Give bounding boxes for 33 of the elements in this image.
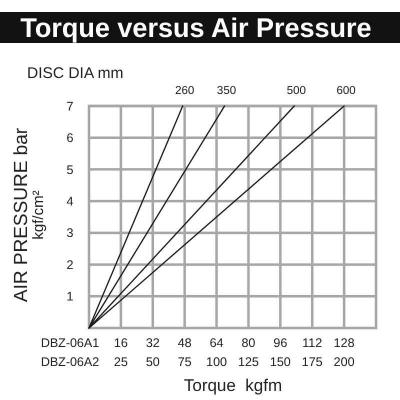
x2-tick-label: 75 [178, 355, 192, 369]
text: DBZ-06A2 [40, 355, 100, 369]
chart-title: Torque versus Air Pressure [20, 13, 372, 43]
text: DBZ-06A1 [40, 336, 100, 350]
series-label: 500 [286, 85, 306, 97]
series-label: 260 [175, 85, 194, 97]
x-tick-label: 128 [334, 336, 355, 350]
x-axis-title: Torque kgfm [184, 376, 282, 395]
x-tick-label: 16 [114, 336, 128, 350]
y-tick-label: 7 [66, 99, 74, 114]
y-tick-label: 5 [66, 162, 74, 177]
series-label: 350 [216, 85, 236, 97]
x-tick-label: 112 [302, 336, 322, 350]
x2-tick-label: 175 [302, 355, 323, 369]
y-tick-label: 2 [66, 258, 74, 272]
x2-tick-label: 25 [114, 355, 128, 369]
x-tick-label: 48 [178, 336, 192, 350]
x2-tick-label: 125 [238, 355, 259, 369]
x2-tick-label: 150 [270, 355, 291, 369]
y-tick-label: 3 [66, 226, 74, 240]
y-tick-label: 4 [66, 194, 74, 209]
x-tick-label: 96 [273, 336, 288, 350]
series-label: 600 [336, 85, 356, 97]
text: DISC DIA mm [27, 65, 124, 82]
y-tick-label: 1 [66, 290, 74, 304]
x2-tick-label: 200 [334, 355, 355, 369]
y-axis-title: AIR PRESSURE bar kgf/cm² [11, 127, 47, 302]
x2-tick-label: 50 [146, 355, 160, 369]
x2-tick-label: 100 [206, 355, 228, 369]
y-tick-label: 6 [66, 131, 74, 146]
x-tick-label: 80 [241, 336, 256, 350]
x-tick-label: 64 [210, 336, 224, 350]
x-tick-label: 32 [146, 336, 160, 350]
